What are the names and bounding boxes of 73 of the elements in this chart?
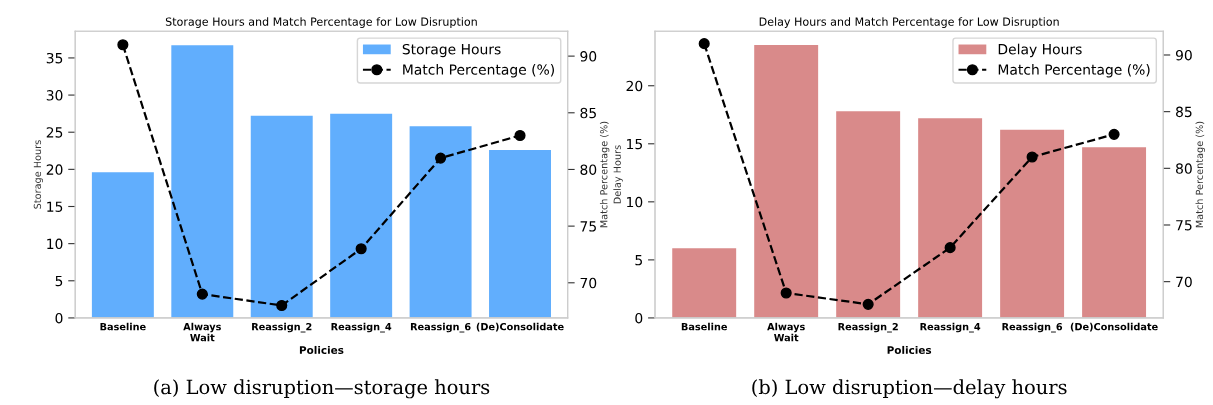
x-tick-label: Reassign_6 [410,322,471,333]
y2-axis-title: Match Percentage (%) [599,121,610,228]
chart-title: Delay Hours and Match Percentage for Low Disruption [759,17,1059,28]
point [196,288,208,300]
y2-tick-label: 75 [580,221,596,232]
bar [754,45,819,318]
y-tick-label: 35 [46,52,63,64]
bar [836,111,901,318]
legend-label: Storage Hours [402,43,501,58]
point [355,243,367,255]
x-tick-label: Reassign_4 [920,322,981,333]
point [514,129,526,142]
bar [672,248,737,318]
point [276,299,288,312]
y2-axis-title: Match Percentage (%) [1195,121,1205,228]
x-tick-label: (De)Consolidate [1070,322,1158,332]
x-axis-title: Policies [299,345,344,354]
y2-tick-label: 70 [1176,276,1192,288]
bar [1000,129,1065,318]
y-tick-label: 10 [627,196,643,208]
y2-tick-label: 80 [1176,163,1192,174]
point [1026,151,1038,163]
point [117,39,129,51]
bar [1082,147,1147,318]
point [435,152,447,164]
bar [171,45,234,318]
y2-tick-label: 85 [1176,106,1192,118]
y-tick-label: 10 [47,238,63,250]
x-axis-title: Policies [887,345,932,354]
point [862,298,874,310]
x-tick-label: Reassign_6 [1002,322,1063,333]
chart-title: Storage Hours and Match Percentage for Low Disruption [165,17,477,28]
x-tick-label: Baseline [681,322,727,331]
bar [409,126,472,318]
point [780,287,792,299]
y-tick-label: 30 [46,90,63,101]
x-tick-label: (De)Consolidate [476,322,564,332]
legend-label: Match Percentage (%) [403,64,554,78]
point [1108,128,1120,140]
y-tick-label: 20 [626,80,643,92]
point [698,38,710,50]
x-tick-label: Reassign_2 [838,322,898,333]
x-tick-label: Reassign_2 [252,322,312,333]
y-tick-label: 15 [627,138,642,150]
bar [489,150,551,318]
x-tick-label: Always Wait [183,322,221,342]
y-tick-label: 20 [46,164,63,175]
y2-tick-label: 75 [1176,220,1192,231]
y2-tick-label: 70 [580,277,597,289]
y2-tick-label: 90 [1175,49,1192,61]
y-tick-label: 5 [55,275,63,287]
bar [250,115,313,318]
y2-tick-label: 90 [580,51,597,62]
y-tick-label: 15 [47,201,63,212]
point [944,242,956,254]
x-tick-label: Always Wait [767,322,805,342]
legend-label: Delay Hours [998,43,1082,58]
y-tick-label: 25 [46,127,63,138]
y-axis-title: Storage Hours [33,140,43,209]
text: (b) Low disruption—delay hours [752,379,1067,399]
y-tick-label: 5 [635,255,642,266]
y-tick-label: 0 [55,312,63,324]
x-tick-label: Reassign_4 [331,322,392,333]
y2-tick-label: 85 [580,107,596,119]
y2-tick-label: 80 [580,164,597,175]
text: (a) Low disruption—storage hours [154,379,490,399]
bar [918,118,983,318]
x-tick-label: Baseline [100,322,146,331]
y-tick-label: 0 [635,312,643,324]
y-axis-title: Delay Hours [613,145,623,204]
bar [91,172,154,318]
legend-label: Match Percentage (%) [998,64,1150,78]
bar [330,113,393,318]
